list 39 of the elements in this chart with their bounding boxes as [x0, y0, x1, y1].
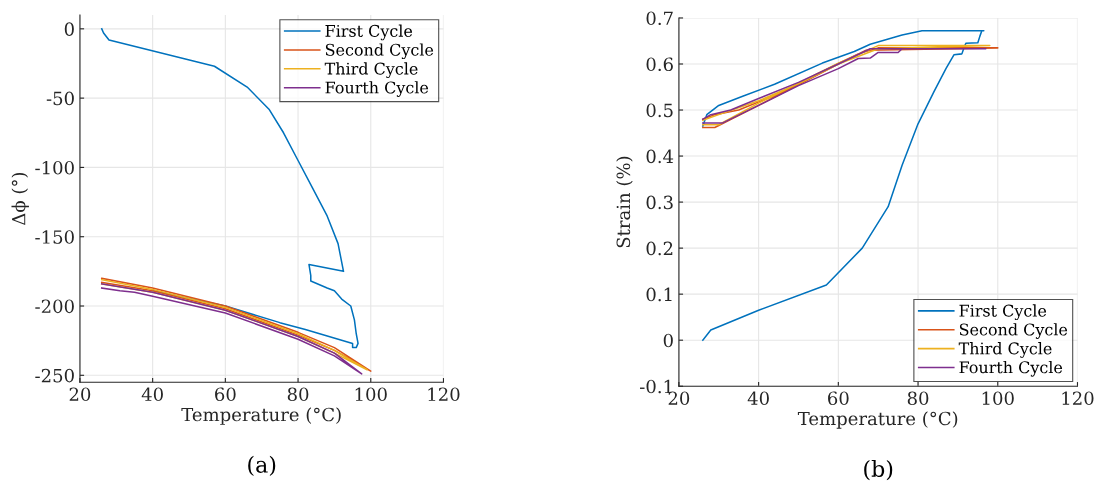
x-tick-label: 80 — [907, 391, 929, 406]
y-axis-title: Strain (%) — [616, 156, 633, 248]
y-tick-label: -200 — [35, 299, 74, 314]
y-tick-label: -50 — [46, 91, 74, 106]
legend-label: Third Cycle — [958, 342, 1052, 358]
y-tick-label: 0.3 — [646, 195, 673, 210]
y-tick-label: 0 — [64, 22, 74, 36]
legend-label: First Cycle — [959, 304, 1047, 320]
x-tick-label: 40 — [747, 391, 769, 406]
y-tick-label: 0.7 — [646, 11, 673, 26]
legend-label: Fourth Cycle — [325, 81, 429, 97]
x-tick-label: 60 — [828, 391, 849, 406]
y-tick-label: 0.5 — [646, 103, 673, 118]
legend-label: Fourth Cycle — [959, 360, 1063, 377]
x-tick-label: 120 — [428, 387, 460, 402]
y-tick-label: 0.2 — [646, 241, 673, 256]
x-tick-label: 40 — [141, 387, 163, 402]
x-tick-label: 80 — [287, 387, 309, 402]
y-tick-label: 0.1 — [646, 287, 672, 302]
legend-label: First Cycle — [325, 24, 413, 41]
x-axis-title: Temperature (°C) — [797, 411, 958, 429]
x-tick-label: 20 — [69, 387, 91, 402]
x-tick-label: 120 — [1062, 391, 1094, 406]
y-tick-label: 0 — [663, 333, 673, 348]
legend-label: Second Cycle — [959, 323, 1068, 339]
y-tick-label: 0.6 — [646, 57, 673, 72]
y-axis-title: Δϕ (°) — [11, 172, 29, 226]
x-tick-label: 60 — [215, 387, 236, 402]
x-tick-label: 100 — [355, 387, 387, 402]
text: (b) — [864, 459, 893, 481]
y-tick-label: -250 — [35, 368, 74, 383]
legend-label: Second Cycle — [325, 43, 434, 60]
x-axis-title: Temperature (°C) — [181, 407, 341, 425]
text: (a) — [248, 455, 276, 477]
y-tick-label: -150 — [35, 230, 74, 244]
x-tick-label: 100 — [982, 391, 1014, 406]
legend-label: Third Cycle — [324, 62, 418, 78]
y-tick-label: 0.4 — [646, 149, 674, 164]
y-tick-label: -100 — [35, 160, 74, 175]
